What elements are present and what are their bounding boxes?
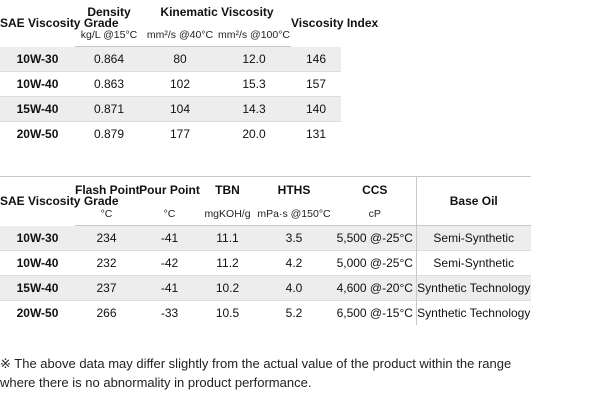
unit-kv40: mm²/s @40°C (143, 24, 217, 47)
header-density: Density (87, 5, 131, 19)
value-cell: 140 (291, 96, 342, 122)
table-row: 15W-40 0.871 104 14.3 140 (0, 96, 342, 122)
value-cell: 0.863 (75, 71, 143, 97)
viscosity-table: SAE Viscosity Grade Density Kinematic Vi… (0, 0, 379, 146)
header-viscosity-index: Viscosity Index (291, 16, 379, 31)
header-sae-grade: SAE Viscosity Grade (0, 176, 119, 226)
value-cell: Synthetic Technology (415, 300, 531, 325)
table-row: 10W-30 0.864 80 12.0 146 (0, 46, 342, 72)
grade-cell: 15W-40 (0, 275, 75, 301)
value-cell: 237 (75, 275, 138, 301)
value-cell: 232 (75, 250, 138, 276)
performance-table: SAE Viscosity Grade Flash Point Pour Poi… (0, 176, 531, 325)
value-cell: 5.2 (254, 300, 334, 325)
value-cell: 177 (143, 121, 217, 146)
value-cell: 11.1 (201, 225, 254, 251)
value-cell: 6,500 @-15°C (334, 300, 416, 325)
table-row: 10W-30 234 -41 11.1 3.5 5,500 @-25°C Semi-Synt… (0, 225, 531, 251)
header-kinematic-viscosity: Kinematic Viscosity (160, 5, 274, 19)
value-cell: 266 (75, 300, 138, 325)
note-line-1: ※ The above data may differ slightly fro… (0, 356, 512, 371)
unit-flash-point: °C (75, 202, 138, 226)
unit-hths: mPa·s @150°C (254, 202, 334, 226)
value-cell: 0.864 (75, 46, 143, 72)
value-cell: 11.2 (201, 250, 254, 276)
value-cell: 0.871 (75, 96, 143, 122)
grade-cell: 10W-40 (0, 71, 75, 97)
value-cell: -41 (138, 225, 201, 251)
unit-pour-point: °C (138, 202, 201, 226)
grade-cell: 20W-50 (0, 121, 75, 146)
header-base-oil: Base Oil (415, 176, 531, 226)
value-cell: 0.879 (75, 121, 143, 146)
grade-cell: 15W-40 (0, 96, 75, 122)
header-ccs: CCS (334, 176, 416, 202)
value-cell: 3.5 (254, 225, 334, 251)
value-cell: 102 (143, 71, 217, 97)
value-cell: 4.2 (254, 250, 334, 276)
header-flash-point: Flash Point (75, 176, 140, 202)
grade-cell: 20W-50 (0, 300, 75, 325)
note-line-2: where there is no abnormality in product… (0, 375, 312, 390)
value-cell: -42 (138, 250, 201, 276)
disclaimer-note: ※ The above data may differ slightly fro… (0, 354, 599, 392)
value-cell: 5,000 @-25°C (334, 250, 416, 276)
value-cell: -41 (138, 275, 201, 301)
value-cell: 4.0 (254, 275, 334, 301)
header-tbn: TBN (201, 176, 254, 202)
table-row: 10W-40 232 -42 11.2 4.2 5,000 @-25°C Semi-Synt… (0, 250, 531, 276)
unit-tbn: mgKOH/g (201, 202, 254, 226)
table-row: 15W-40 237 -41 10.2 4.0 4,600 @-20°C Synthetic… (0, 275, 531, 301)
value-cell: 15.3 (217, 71, 292, 97)
grade-cell: 10W-30 (0, 46, 75, 72)
header-sae-grade: SAE Viscosity Grade (0, 15, 119, 30)
value-cell: 20.0 (217, 121, 292, 146)
header-hths: HTHS (254, 176, 334, 202)
value-cell: 157 (291, 71, 342, 97)
value-cell: 5,500 @-25°C (334, 225, 416, 251)
value-cell: 10.2 (201, 275, 254, 301)
value-cell: 12.0 (217, 46, 292, 72)
value-cell: Semi-Synthetic (415, 225, 531, 251)
table-row: 20W-50 0.879 177 20.0 131 (0, 121, 342, 146)
header-pour-point: Pour Point (138, 176, 201, 202)
value-cell: 146 (291, 46, 342, 72)
value-cell: 234 (75, 225, 138, 251)
value-cell: Synthetic Technology (415, 275, 531, 301)
value-cell: 14.3 (217, 96, 292, 122)
unit-kv100: mm²/s @100°C (217, 24, 292, 47)
unit-ccs: cP (334, 202, 416, 226)
value-cell: 131 (291, 121, 342, 146)
value-cell: 10.5 (201, 300, 254, 325)
unit-density: kg/L @15°C (75, 24, 143, 47)
grade-cell: 10W-30 (0, 225, 75, 251)
value-cell: Semi-Synthetic (415, 250, 531, 276)
value-cell: -33 (138, 300, 201, 325)
value-cell: 4,600 @-20°C (334, 275, 416, 301)
grade-cell: 10W-40 (0, 250, 75, 276)
table-row: 10W-40 0.863 102 15.3 157 (0, 71, 342, 97)
value-cell: 80 (143, 46, 217, 72)
table-row: 20W-50 266 -33 10.5 5.2 6,500 @-15°C Synthetic… (0, 300, 531, 325)
value-cell: 104 (143, 96, 217, 122)
